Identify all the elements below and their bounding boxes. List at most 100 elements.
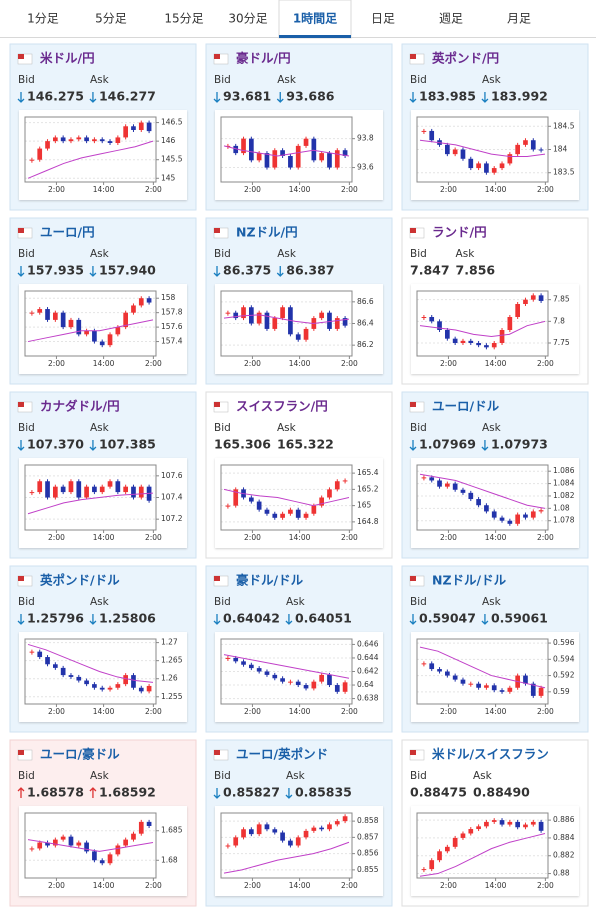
candle bbox=[342, 150, 348, 156]
candle bbox=[76, 319, 82, 335]
y-tick-label: 107.2 bbox=[161, 514, 183, 523]
tab[interactable]: 月足 bbox=[507, 12, 531, 26]
rate-card[interactable]: 豪ドル/ドル Bid 0.64042 Ask 0.64051 0.646 0.644 0.64… bbox=[205, 565, 393, 733]
candle bbox=[76, 842, 82, 846]
rate-card[interactable]: カナダドル/円 Bid 107.370 Ask 107.385 107.6 107.4 107… bbox=[9, 391, 197, 559]
bid-label: Bid bbox=[214, 596, 231, 608]
candle bbox=[29, 492, 35, 494]
pair-name[interactable]: 米ドル/スイスフラン bbox=[431, 747, 549, 762]
tab[interactable]: 15分足 bbox=[164, 12, 203, 26]
rate-card[interactable]: 豪ドル/円 Bid 93.681 Ask 93.686 93.8 93.6 2:00 14:00… bbox=[205, 43, 393, 211]
candle bbox=[138, 298, 144, 306]
pair-name[interactable]: 豪ドル/ドル bbox=[236, 573, 304, 588]
pair-name[interactable]: 米ドル/円 bbox=[39, 51, 95, 66]
tab[interactable]: 30分足 bbox=[228, 12, 267, 26]
candle bbox=[84, 137, 89, 142]
bid-label: Bid bbox=[18, 248, 35, 260]
candle bbox=[530, 821, 536, 825]
flag-icon-part bbox=[18, 576, 24, 581]
x-tick-label: 2:00 bbox=[48, 533, 65, 542]
direction-arrow bbox=[409, 440, 417, 451]
tab[interactable]: 1時間足 bbox=[293, 11, 337, 26]
bid-label: Bid bbox=[410, 248, 427, 260]
bid-value: 1.25796 bbox=[27, 611, 84, 626]
pair-name[interactable]: ユーロ/英ポンド bbox=[236, 747, 328, 762]
tab[interactable]: 日足 bbox=[371, 12, 395, 26]
rate-card[interactable]: 英ポンド/円 Bid 183.985 Ask 183.992 184.5 184 183.5 2… bbox=[401, 43, 589, 211]
pair-name[interactable]: NZドル/円 bbox=[236, 225, 298, 240]
ask-value: 0.85835 bbox=[295, 785, 352, 800]
rate-card[interactable]: スイスフラン/円 Bid 165.306 Ask 165.322 165.4 165.2 16… bbox=[205, 391, 393, 559]
candle bbox=[507, 520, 513, 524]
candle bbox=[295, 145, 301, 168]
rate-card[interactable]: ユーロ/ドル Bid 1.07969 Ask 1.07973 1.086 1.084 1.08… bbox=[401, 391, 589, 559]
x-tick-label: 2:00 bbox=[48, 359, 65, 368]
x-tick-label: 14:00 bbox=[485, 359, 507, 368]
candle bbox=[319, 827, 324, 830]
pair-name[interactable]: 豪ドル/円 bbox=[236, 51, 291, 66]
rate-card[interactable]: 米ドル/スイスフラン Bid 0.88475 Ask 0.88490 0.886 0.884… bbox=[401, 739, 589, 907]
moving-average bbox=[27, 643, 154, 683]
candle bbox=[445, 144, 450, 155]
bid-value: 1.68578 bbox=[27, 785, 84, 800]
candle bbox=[468, 492, 474, 500]
candle bbox=[29, 312, 35, 314]
x-tick-label: 14:00 bbox=[485, 881, 507, 890]
candle bbox=[303, 328, 309, 340]
y-tick-label: 1.086 bbox=[553, 466, 575, 475]
candle bbox=[538, 295, 544, 301]
tab[interactable]: 週足 bbox=[439, 12, 463, 26]
rate-card[interactable]: ユーロ/円 Bid 157.935 Ask 157.940 158 157.8 157.6 15… bbox=[9, 217, 197, 385]
ask-label: Ask bbox=[90, 74, 110, 86]
x-tick-label: 2:00 bbox=[537, 881, 554, 890]
pair-name[interactable]: ユーロ/ドル bbox=[432, 399, 500, 414]
candle bbox=[256, 501, 262, 510]
candle bbox=[334, 685, 340, 692]
candle bbox=[319, 674, 324, 682]
x-tick-label: 2:00 bbox=[440, 533, 457, 542]
bid-label: Bid bbox=[18, 596, 35, 608]
pair-name[interactable]: NZドル/ドル bbox=[432, 573, 507, 588]
candle bbox=[99, 486, 105, 493]
rate-card[interactable]: ユーロ/英ポンド Bid 0.85827 Ask 0.85835 0.858 0.857 0.… bbox=[205, 739, 393, 907]
pair-name[interactable]: ユーロ/豪ドル bbox=[40, 747, 120, 762]
x-tick-label: 14:00 bbox=[289, 185, 311, 194]
x-tick-label: 2:00 bbox=[244, 881, 261, 890]
candle bbox=[146, 685, 152, 692]
pair-name[interactable]: カナダドル/円 bbox=[40, 399, 120, 414]
candle bbox=[499, 690, 505, 692]
candle bbox=[523, 824, 528, 828]
ask-value: 1.25806 bbox=[99, 611, 156, 626]
candle bbox=[272, 150, 278, 168]
tab[interactable]: 5分足 bbox=[95, 12, 127, 26]
pair-name[interactable]: スイスフラン/円 bbox=[236, 399, 328, 414]
pair-name[interactable]: ランド/円 bbox=[432, 225, 487, 240]
candle bbox=[241, 138, 246, 154]
rate-card[interactable]: ユーロ/豪ドル Bid 1.68578 Ask 1.68592 1.685 1.68 2:00… bbox=[9, 739, 197, 907]
candle bbox=[107, 481, 113, 487]
rate-card[interactable]: NZドル/ドル Bid 0.59047 Ask 0.59061 0.596 0.594 0.5… bbox=[401, 565, 589, 733]
candle bbox=[445, 846, 450, 852]
candle bbox=[499, 330, 505, 343]
rate-card[interactable]: NZドル/円 Bid 86.375 Ask 86.387 86.6 86.4 86.2 2:00… bbox=[205, 217, 393, 385]
candle bbox=[342, 816, 348, 822]
rate-card[interactable]: 英ポンド/ドル Bid 1.25796 Ask 1.25806 1.27 1.265 1.26… bbox=[9, 565, 197, 733]
ask-value: 183.992 bbox=[491, 89, 548, 104]
candle bbox=[452, 338, 458, 343]
moving-average bbox=[223, 841, 350, 874]
candle bbox=[76, 137, 82, 140]
ask-label: Ask bbox=[482, 422, 502, 434]
pair-name[interactable]: 英ポンド/円 bbox=[432, 51, 499, 66]
rate-card[interactable]: ランド/円 Bid 7.847 Ask 7.856 7.85 7.8 7.75 2:00 14:0… bbox=[401, 217, 589, 385]
x-tick-label: 2:00 bbox=[244, 185, 261, 194]
rate-card[interactable]: 米ドル/円 Bid 146.275 Ask 146.277 146.5 146 145.5 14… bbox=[9, 43, 197, 211]
direction-arrow bbox=[17, 787, 25, 798]
candle bbox=[523, 140, 528, 145]
pair-name[interactable]: 英ポンド/ドル bbox=[40, 573, 120, 588]
tab[interactable]: 1分足 bbox=[27, 12, 59, 26]
y-tick-label: 164.8 bbox=[357, 517, 379, 526]
candle bbox=[499, 517, 505, 521]
pair-name[interactable]: ユーロ/円 bbox=[40, 225, 95, 240]
candle bbox=[515, 514, 520, 524]
x-tick-label: 2:00 bbox=[48, 185, 65, 194]
